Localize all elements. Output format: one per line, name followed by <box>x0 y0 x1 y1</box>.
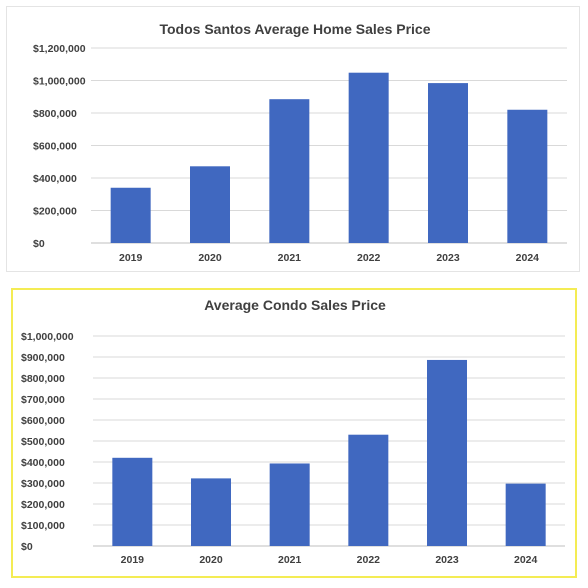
bar-2022 <box>348 72 389 243</box>
x-tick-label: 2022 <box>357 554 381 566</box>
x-tick-label: 2023 <box>435 554 459 566</box>
y-tick-label: $0 <box>33 238 45 250</box>
bar-2021 <box>269 99 310 243</box>
bars <box>112 359 546 546</box>
x-axis-ticks: 2019 2020 2021 2022 2023 2024 <box>121 554 538 566</box>
x-tick-label: 2020 <box>199 554 223 566</box>
bar-2023 <box>427 359 467 546</box>
y-tick-label: $500,000 <box>21 436 65 448</box>
y-tick-label: $1,200,000 <box>33 43 86 55</box>
gridlines <box>91 47 567 244</box>
x-tick-label: 2020 <box>198 252 222 264</box>
y-tick-label: $900,000 <box>21 352 65 364</box>
bar-2019 <box>110 187 151 243</box>
x-tick-label: 2021 <box>278 554 302 566</box>
y-tick-label: $400,000 <box>33 173 77 185</box>
x-tick-label: 2022 <box>357 252 381 264</box>
x-axis-ticks: 2019 2020 2021 2022 2023 2024 <box>119 252 539 264</box>
y-tick-label: $700,000 <box>21 394 65 406</box>
y-tick-label: $600,000 <box>21 415 65 427</box>
x-tick-label: 2021 <box>278 252 302 264</box>
x-tick-label: 2019 <box>119 252 143 264</box>
gridlines <box>93 335 565 547</box>
bar-2020 <box>190 166 230 243</box>
y-tick-label: $800,000 <box>33 108 77 120</box>
y-tick-label: $800,000 <box>21 373 65 385</box>
bar-2021 <box>269 463 310 546</box>
condo-price-chart: Average Condo Sales Price $0 $100,000 $200… <box>21 297 565 566</box>
y-tick-label: $600,000 <box>33 141 77 153</box>
y-axis-ticks: $0 $200,000 $400,000 $600,000 $800,000 $1,000… <box>33 43 86 250</box>
x-tick-label: 2019 <box>121 554 145 566</box>
bar-2023 <box>428 83 468 243</box>
home-price-chart: Todos Santos Average Home Sales Price $0… <box>33 21 567 264</box>
chart-title: Todos Santos Average Home Sales Price <box>159 21 430 37</box>
bar-2019 <box>112 457 153 546</box>
bar-2024 <box>505 483 546 546</box>
y-tick-label: $200,000 <box>33 206 77 218</box>
condo-price-chart-panel: Average Condo Sales Price $0 $100,000 $200… <box>11 288 577 578</box>
x-tick-label: 2024 <box>514 554 538 566</box>
y-tick-label: $0 <box>21 541 33 553</box>
chart-title: Average Condo Sales Price <box>204 297 386 313</box>
bar-2022 <box>348 434 389 546</box>
y-tick-label: $1,000,000 <box>33 76 86 88</box>
home-price-chart-panel: Todos Santos Average Home Sales Price $0… <box>6 6 580 272</box>
y-axis-ticks: $0 $100,000 $200,000 $300,000 $400,000 $500,0… <box>21 331 74 553</box>
y-tick-label: $200,000 <box>21 499 65 511</box>
bar-2024 <box>507 109 548 243</box>
bar-2020 <box>191 478 231 546</box>
x-tick-label: 2023 <box>436 252 460 264</box>
y-tick-label: $300,000 <box>21 478 65 490</box>
bars <box>110 72 548 243</box>
x-tick-label: 2024 <box>516 252 540 264</box>
y-tick-label: $400,000 <box>21 457 65 469</box>
y-tick-label: $100,000 <box>21 520 65 532</box>
y-tick-label: $1,000,000 <box>21 331 74 343</box>
